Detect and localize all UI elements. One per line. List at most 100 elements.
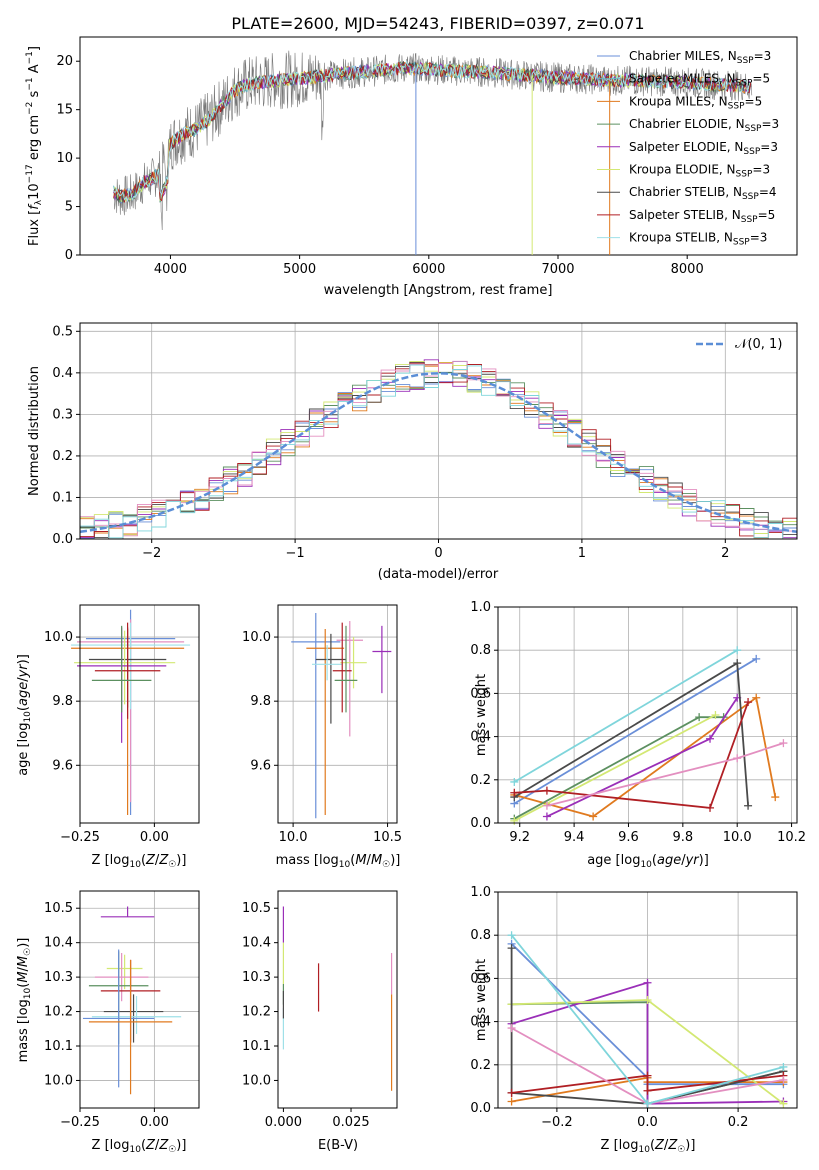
- y-tick-label: 0.3: [52, 407, 73, 422]
- weight-point-marker: [643, 1086, 652, 1095]
- x-tick-label: 7000: [541, 262, 574, 277]
- y-tick-label: 0.4: [470, 1015, 491, 1030]
- panel-frame: [277, 890, 398, 1109]
- weight-point-marker: [643, 1099, 652, 1108]
- spectrum-panel: PLATE=2600, MJD=54243, FIBERID=0397, z=0…: [25, 14, 798, 298]
- y-tick-label: 10.2: [44, 1005, 73, 1020]
- panel-z-weight: −0.2 0.0 0.2 0.0 0.2 0.4 0.6 0.8 1.0 Z [log10(Z/…: [470, 885, 798, 1155]
- weight-point-marker: [507, 931, 516, 940]
- residual-histogram: [80, 360, 797, 540]
- z-weight-xlabel: Z [log10(Z/Z☉)]: [601, 1138, 696, 1155]
- x-tick-label: −2: [142, 546, 161, 561]
- normal-curve: [79, 372, 798, 533]
- weight-point-marker: [507, 1088, 516, 1097]
- panel-age-weight: 9.2 9.4 9.6 9.8 10.0 10.2 0.0 0.2 0.4 0.6 0.8 1.0 a…: [470, 600, 806, 870]
- panel-ebv-mass: 0.000 0.025 10.0 10.1 10.2 10.3 10.4 10.5 E(B-V…: [242, 890, 398, 1153]
- x-tick-label: −0.25: [60, 1115, 100, 1130]
- y-tick-label: 0.8: [470, 928, 491, 943]
- weight-point-marker: [752, 654, 761, 663]
- weight-series-line: [513, 714, 716, 822]
- spectrum-axes: 4000 5000 6000 7000 8000 0 5 10 15 20: [56, 54, 703, 277]
- y-tick-label: 1.0: [470, 600, 491, 615]
- y-tick-label: 0.2: [52, 449, 73, 464]
- residual-panel: −2 −1 0 1 2 0.0 0.1 0.2 0.3 0.4 0.5 (data-model)/e…: [27, 322, 798, 582]
- weight-point-marker: [711, 711, 720, 719]
- y-tick-label: 10.3: [242, 970, 271, 985]
- panel-frame: [79, 890, 200, 1109]
- weight-point-marker: [779, 1062, 788, 1071]
- x-tick-label: 10.5: [373, 830, 402, 845]
- weight-point-marker: [589, 812, 598, 821]
- mass-age-xlabel: mass [log10(M/M☉)]: [276, 853, 401, 870]
- y-tick-label: 0.4: [52, 366, 73, 381]
- x-tick-label: 2: [721, 546, 729, 561]
- spectrum-title: PLATE=2600, MJD=54243, FIBERID=0397, z=0…: [231, 14, 644, 33]
- weight-point-marker: [733, 659, 742, 668]
- panel-frame: [79, 604, 200, 824]
- panel-z-age: −0.25 0.00 9.6 9.8 10.0 Z [log10(Z/Z☉)] age …: [16, 604, 200, 870]
- weight-point-marker: [779, 1099, 788, 1108]
- y-tick-label: 0.5: [52, 324, 73, 339]
- y-tick-label: 0.1: [52, 490, 73, 505]
- weight-point-marker: [507, 944, 516, 953]
- panel-z-mass: −0.25 0.00 10.0 10.1 10.2 10.3 10.4 10.5 Z [log…: [16, 890, 200, 1155]
- x-tick-label: 6000: [412, 262, 445, 277]
- normal-legend-label: 𝒩(0, 1): [735, 337, 782, 352]
- weight-point-marker: [510, 816, 519, 825]
- weight-point-marker: [507, 1097, 516, 1106]
- model-spectrum-line: [113, 60, 752, 203]
- weight-point-marker: [542, 801, 551, 810]
- y-tick-label: 9.6: [250, 758, 271, 773]
- y-tick-label: 5: [65, 200, 73, 215]
- residual-xlabel: (data-model)/error: [378, 567, 499, 582]
- weight-point-marker: [779, 1075, 788, 1084]
- weight-point-marker: [744, 698, 753, 707]
- y-tick-label: 10.2: [242, 1005, 271, 1020]
- weight-point-marker: [510, 777, 519, 786]
- y-tick-label: 10.1: [44, 1039, 73, 1054]
- panel-mass-age: 10.0 10.5 9.6 9.8 10.0 mass [log10(M/M☉)]: [242, 604, 402, 870]
- z-age-xlabel: Z [log10(Z/Z☉)]: [92, 853, 187, 870]
- residual-frame: [79, 322, 798, 540]
- y-tick-label: 10.0: [44, 1073, 73, 1088]
- y-tick-label: 1.0: [470, 885, 491, 900]
- x-tick-label: −0.25: [60, 830, 100, 845]
- weight-series-line: [513, 649, 738, 783]
- x-tick-label: 0.00: [140, 1115, 169, 1130]
- y-tick-label: 0.4: [470, 730, 491, 745]
- weight-point-marker: [706, 803, 715, 812]
- weight-point-marker: [752, 693, 761, 702]
- weight-series-line: [513, 658, 757, 805]
- y-tick-label: 0.0: [470, 1101, 491, 1116]
- spectrum-lines: [113, 50, 753, 255]
- x-tick-label: 0.025: [332, 1115, 369, 1130]
- x-tick-label: 0.2: [728, 1115, 749, 1130]
- y-tick-label: 0.6: [470, 686, 491, 701]
- weight-point-marker: [771, 793, 780, 802]
- spectrum-xlabel: wavelength [Angstrom, rest frame]: [324, 283, 553, 298]
- y-tick-label: 0.8: [470, 643, 491, 658]
- spectrum-ylabel: Flux [fλ10−17 erg cm−2 s−1 A−1]: [25, 46, 44, 246]
- residual-ylabel: Normed distribution: [27, 366, 42, 496]
- y-tick-label: 10.0: [44, 630, 73, 645]
- ebv-mass-xlabel: E(B-V): [318, 1138, 358, 1153]
- x-tick-label: −0.2: [541, 1115, 573, 1130]
- x-tick-label: 4000: [154, 262, 187, 277]
- y-tick-label: 20: [56, 54, 73, 69]
- x-tick-label: −1: [286, 546, 305, 561]
- weight-series-line: [511, 1074, 784, 1094]
- y-tick-label: 0.0: [52, 532, 73, 547]
- x-tick-label: 10.0: [279, 830, 308, 845]
- x-tick-label: 9.8: [672, 830, 693, 845]
- residual-legend: 𝒩(0, 1): [696, 337, 782, 352]
- weight-point-marker: [733, 754, 742, 763]
- weight-point-marker: [706, 734, 715, 743]
- legend-label: Kroupa STELIB, NSSP=3: [629, 231, 767, 248]
- x-tick-label: 9.4: [564, 830, 585, 845]
- z-weight-ylabel: mass weight: [474, 959, 489, 1041]
- x-tick-label: 9.6: [618, 830, 639, 845]
- y-tick-label: 0.2: [470, 1058, 491, 1073]
- x-tick-label: 5000: [283, 262, 316, 277]
- y-tick-label: 10.0: [242, 630, 271, 645]
